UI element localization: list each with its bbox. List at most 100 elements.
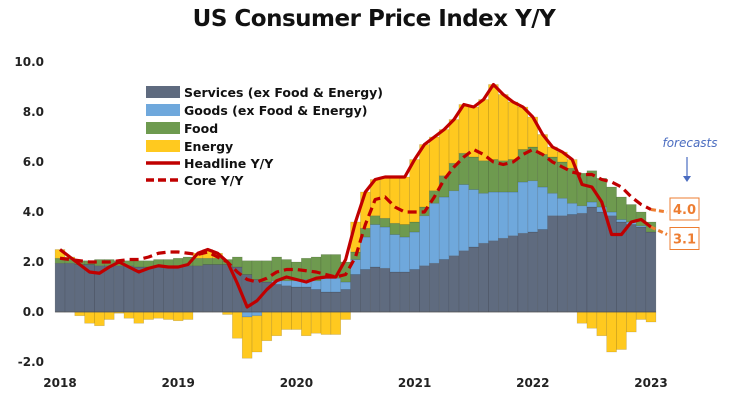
- bar-services: [64, 262, 76, 313]
- bar-services: [172, 266, 184, 313]
- bar-energy: [281, 311, 292, 330]
- headline-forecast-box: [669, 227, 700, 250]
- bar-energy: [271, 311, 282, 337]
- chart-title: US Consumer Price Index Y/Y: [192, 6, 556, 32]
- bar-energy: [438, 129, 450, 177]
- bar-food: [212, 257, 223, 265]
- bar-services: [576, 212, 588, 313]
- core-forecast-value: 4.0: [673, 203, 696, 218]
- bar-energy: [251, 315, 263, 353]
- bar-energy: [488, 84, 499, 160]
- y-tick-label: 10.0: [14, 55, 44, 69]
- bar-energy: [419, 144, 430, 208]
- bar-energy: [389, 176, 401, 224]
- legend-label: Goods (ex Food & Energy): [184, 103, 367, 118]
- bar-goods: [517, 181, 529, 234]
- bar-services: [340, 289, 351, 313]
- y-tick-label: -2.0: [18, 355, 44, 369]
- bar-services: [478, 242, 489, 313]
- bar-services: [74, 264, 85, 313]
- bar-energy: [74, 311, 85, 317]
- bar-services: [507, 235, 519, 313]
- bar-goods: [360, 236, 371, 270]
- bar-food: [271, 256, 282, 282]
- bar-energy: [340, 311, 351, 320]
- bar-energy: [241, 316, 253, 359]
- bar-services: [212, 264, 223, 313]
- bar-services: [537, 229, 548, 313]
- bar-services: [202, 264, 213, 313]
- bar-energy: [301, 311, 312, 337]
- bar-goods: [566, 202, 578, 215]
- x-tick-label: 2018: [43, 376, 76, 390]
- bar-services: [557, 215, 568, 313]
- bar-food: [478, 160, 489, 194]
- x-tick-label: 2019: [161, 376, 194, 390]
- bar-goods: [537, 186, 548, 230]
- bar-services: [379, 267, 391, 313]
- bar-goods: [310, 280, 322, 290]
- y-tick-label: 4.0: [23, 205, 44, 219]
- bar-energy: [163, 311, 174, 320]
- bar-goods: [507, 191, 519, 237]
- bar-goods: [458, 184, 470, 252]
- bar-energy: [507, 101, 519, 160]
- bar-goods: [438, 196, 450, 260]
- bar-goods: [478, 192, 489, 244]
- bar-goods: [369, 224, 381, 268]
- legend-swatch-2: [146, 122, 180, 134]
- bar-goods: [606, 211, 617, 217]
- legend-swatch-0: [146, 86, 180, 98]
- x-tick-label: 2021: [398, 376, 431, 390]
- bar-services: [310, 289, 322, 313]
- bar-services: [153, 266, 164, 313]
- bar-services: [320, 291, 332, 313]
- bar-food: [507, 159, 519, 193]
- bar-goods: [468, 189, 479, 248]
- bar-services: [626, 224, 637, 313]
- bar-food: [133, 260, 145, 268]
- bar-services: [448, 255, 460, 313]
- bar-services: [645, 231, 657, 313]
- bar-food: [409, 221, 420, 233]
- bar-services: [350, 274, 361, 313]
- bar-services: [429, 262, 440, 313]
- bar-energy: [626, 311, 637, 333]
- bar-energy: [320, 311, 332, 335]
- bar-food: [202, 257, 213, 265]
- core-line: [59, 147, 652, 284]
- bar-energy: [133, 311, 145, 324]
- bar-goods: [389, 234, 401, 273]
- bar-goods: [498, 191, 509, 239]
- legend-label: Energy: [184, 139, 233, 154]
- bar-services: [498, 237, 509, 313]
- bar-services: [468, 246, 479, 313]
- bar-services: [143, 266, 154, 313]
- bar-energy: [635, 311, 647, 320]
- bar-food: [606, 186, 617, 213]
- bar-services: [389, 271, 401, 313]
- x-tick-label: 2022: [516, 376, 549, 390]
- forecast-arrowhead-icon: [683, 176, 691, 182]
- x-tick-label: 2020: [280, 376, 313, 390]
- bar-food: [379, 217, 391, 228]
- bar-food: [251, 260, 263, 280]
- bar-services: [458, 250, 470, 313]
- bar-energy: [596, 311, 607, 337]
- bar-services: [301, 286, 312, 313]
- bar-services: [330, 291, 342, 313]
- bar-food: [232, 256, 243, 268]
- bar-services: [281, 285, 292, 313]
- bar-energy: [123, 311, 135, 319]
- bar-services: [291, 286, 302, 313]
- bar-services: [369, 266, 381, 313]
- bar-goods: [399, 236, 410, 273]
- bar-food: [369, 215, 381, 225]
- bar-goods: [241, 311, 253, 318]
- bar-goods: [340, 281, 351, 290]
- bar-energy: [310, 311, 322, 334]
- bar-food: [468, 156, 479, 190]
- bar-services: [182, 265, 194, 313]
